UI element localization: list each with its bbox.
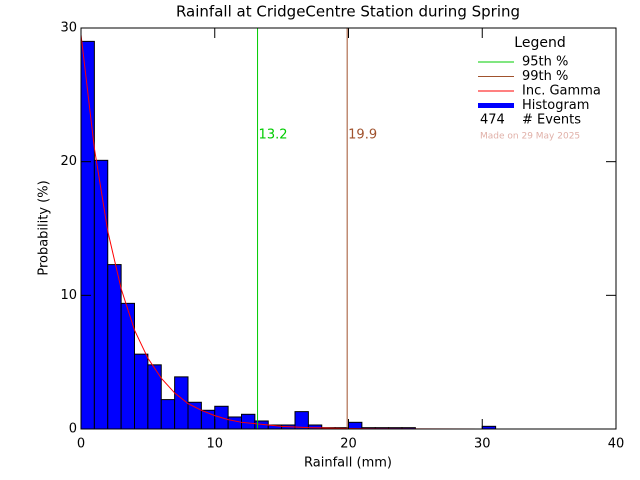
histogram-bar xyxy=(307,424,323,430)
y-tick-label: 0 xyxy=(69,422,77,437)
x-tick-label: 40 xyxy=(608,437,625,452)
credit: Made on 29 May 2025 xyxy=(480,132,580,142)
histogram-bar xyxy=(174,376,189,430)
y-axis-label: Probability (%) xyxy=(37,180,52,275)
histogram-bar xyxy=(241,413,256,430)
events-label: # Events xyxy=(522,113,581,128)
x-tick-label: 10 xyxy=(206,437,223,452)
legend-title: Legend xyxy=(514,35,565,51)
histogram-bar xyxy=(187,401,202,430)
x-tick-label: 30 xyxy=(474,437,491,452)
chart-title: Rainfall at CridgeCentre Station during … xyxy=(176,3,520,21)
legend-label: 99th % xyxy=(522,69,568,84)
x-tick-label: 0 xyxy=(77,437,85,452)
x-tick-label: 20 xyxy=(340,437,357,452)
percentile-label: 13.2 xyxy=(259,127,288,142)
histogram-bar xyxy=(107,264,122,430)
x-axis-label: Rainfall (mm) xyxy=(304,456,392,471)
events-count: 474 xyxy=(480,113,505,128)
gamma-curve xyxy=(80,34,483,430)
y-tick-label: 10 xyxy=(60,288,77,303)
legend-label: 95th % xyxy=(522,55,568,70)
histogram-bar xyxy=(294,411,309,430)
legend-label: Inc. Gamma xyxy=(522,84,601,99)
histogram-bar xyxy=(93,159,109,430)
y-tick-label: 30 xyxy=(60,21,77,36)
percentile-label: 19.9 xyxy=(348,127,377,142)
histogram-bar xyxy=(160,399,176,430)
legend-label: Histogram xyxy=(522,98,589,113)
histogram-bar xyxy=(80,40,95,430)
histogram-bar xyxy=(120,302,135,430)
y-tick-label: 20 xyxy=(60,154,77,169)
histogram-bar xyxy=(134,353,149,430)
histogram-bar xyxy=(227,416,242,430)
